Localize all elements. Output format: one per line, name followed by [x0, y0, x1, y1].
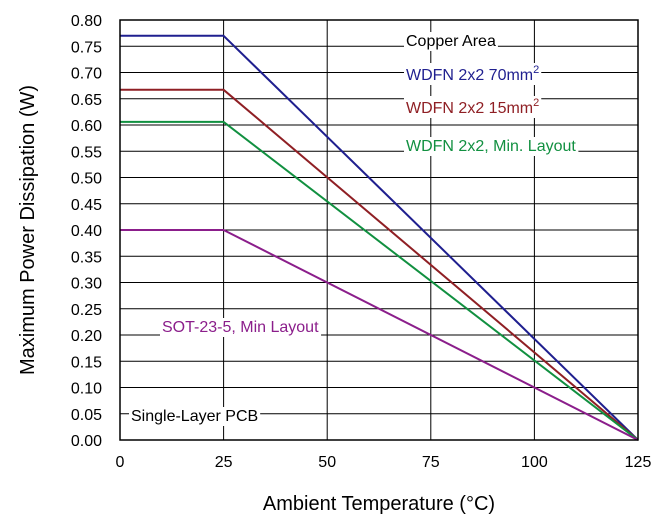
y-tick-label-5: 0.25 — [71, 302, 102, 319]
y-tick-label-0: 0.00 — [71, 433, 102, 450]
y-tick-label-7: 0.35 — [71, 249, 102, 266]
y-tick-label-13: 0.65 — [71, 92, 102, 109]
pcb-label: Single-Layer PCB — [131, 408, 258, 425]
y-tick-label-3: 0.15 — [71, 354, 102, 371]
y-tick-label-8: 0.40 — [71, 223, 102, 240]
y-tick-label-9: 0.45 — [71, 197, 102, 214]
tick-labels: 0 25 50 75 100 125 0.00 0.05 0.10 0.15 0.20 0.25 0.3… — [71, 13, 652, 471]
lbl-s0-background — [404, 63, 542, 85]
y-tick-label-4: 0.20 — [71, 328, 102, 345]
series-label-wdfn-15: WDFN 2x2 15mm2 — [406, 97, 539, 117]
y-tick-label-2: 0.10 — [71, 381, 102, 398]
series-label-wdfn-min: WDFN 2x2, Min. Layout — [406, 138, 576, 155]
y-tick-label-10: 0.50 — [71, 171, 102, 188]
series-label-wdfn-70: WDFN 2x2 70mm2 — [406, 64, 539, 84]
lbl-pcb-background — [129, 407, 261, 426]
series-line-2 — [120, 120, 639, 441]
y-tick-label-15: 0.75 — [71, 39, 102, 56]
lbl-s1-background — [404, 96, 542, 118]
plot-frame — [119, 19, 639, 441]
y-tick-label-6: 0.30 — [71, 276, 102, 293]
series-lines — [120, 34, 639, 441]
copper-area-label: Copper Area — [406, 33, 496, 50]
series-label-sot23: SOT-23-5, Min Layout — [162, 319, 319, 336]
x-tick-label-2: 50 — [318, 454, 336, 471]
series-line-0 — [120, 34, 639, 441]
lbl-s3-background — [160, 318, 322, 337]
series-line-3 — [120, 229, 639, 441]
lbl-copper-background — [404, 32, 498, 51]
y-tick-label-11: 0.55 — [71, 144, 102, 161]
x-tick-label-3: 75 — [422, 454, 440, 471]
x-tick-label-5: 125 — [625, 454, 652, 471]
y-axis-title: Maximum Power Dissipation (W) — [17, 85, 39, 375]
x-tick-label-0: 0 — [116, 454, 125, 471]
y-tick-label-16: 0.80 — [71, 13, 102, 30]
x-tick-label-4: 100 — [521, 454, 548, 471]
y-tick-label-12: 0.60 — [71, 118, 102, 135]
x-tick-label-1: 25 — [215, 454, 233, 471]
annotations: Copper Area WDFN 2x2 70mm2 WDFN 2x2 15mm… — [129, 32, 579, 426]
series-line-1 — [120, 88, 639, 441]
x-axis-title: Ambient Temperature (°C) — [263, 493, 495, 515]
lbl-s2-background — [404, 137, 579, 156]
y-tick-label-1: 0.05 — [71, 407, 102, 424]
y-tick-label-14: 0.70 — [71, 66, 102, 83]
